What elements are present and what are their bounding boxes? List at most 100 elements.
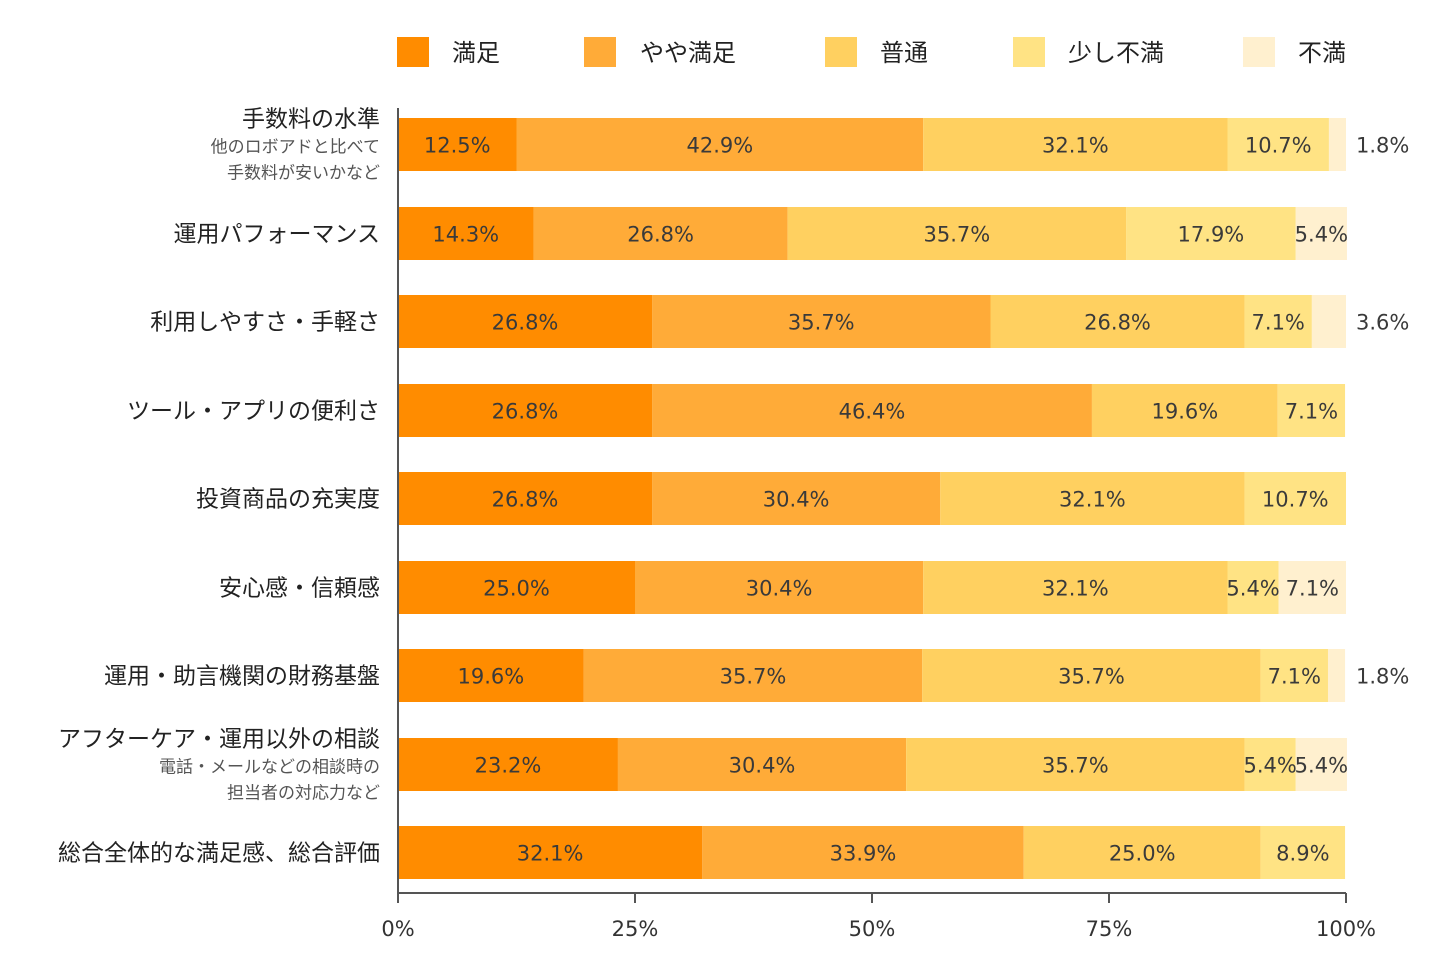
bar-segment-r7-s1 <box>617 738 907 791</box>
bar-segment-r1-s4 <box>1295 207 1347 260</box>
value-label-r4-s3: 10.7% <box>1262 488 1329 512</box>
category-label-2: 利用しやすさ・手軽さ <box>150 310 380 336</box>
value-label-r5-s1: 30.4% <box>746 577 813 601</box>
value-label-r1-s2: 35.7% <box>923 223 990 247</box>
value-label-r4-s2: 32.1% <box>1059 488 1126 512</box>
bar-segment-r7-s0 <box>398 738 618 791</box>
value-label-r0-s0: 12.5% <box>424 134 491 158</box>
bar-segment-r5-s1 <box>635 561 924 614</box>
value-label-r0-s2: 32.1% <box>1042 134 1109 158</box>
bar-segment-r4-s1 <box>652 472 941 525</box>
x-tick-label-3: 75% <box>1086 917 1133 941</box>
bar-segment-r1-s2 <box>787 207 1127 260</box>
value-label-r7-s1: 30.4% <box>729 754 796 778</box>
category-label-1: 運用パフォーマンス <box>173 222 380 248</box>
category-label-7: アフターケア・運用以外の相談 <box>58 727 380 753</box>
value-label-r0-s4: 1.8% <box>1356 134 1409 158</box>
bar-segment-r8-s0 <box>398 826 703 879</box>
bar-segment-r2-s0 <box>398 295 653 348</box>
legend-swatch-1 <box>584 37 616 67</box>
x-tick-label-0: 0% <box>381 917 414 941</box>
category-labels: 手数料の水準他のロボアドと比べて手数料が安いかなど運用パフォーマンス利用しやすさ… <box>58 107 380 867</box>
legend: 満足 やや満足 普通 少し不満 不満 <box>397 37 1346 67</box>
x-tick-label-4: 100% <box>1316 917 1376 941</box>
value-label-r0-s3: 10.7% <box>1245 134 1312 158</box>
value-label-r6-s1: 35.7% <box>720 665 787 689</box>
value-label-r3-s0: 26.8% <box>492 400 559 424</box>
bar-segment-r4-s3 <box>1244 472 1346 525</box>
bar-segment-r0-s2 <box>923 118 1228 171</box>
bar-segment-r6-s4 <box>1327 649 1346 702</box>
value-label-r5-s4: 7.1% <box>1286 577 1339 601</box>
bar-segment-r0-s3 <box>1227 118 1329 171</box>
bar-segment-r6-s0 <box>398 649 584 702</box>
value-label-r5-s3: 5.4% <box>1226 577 1279 601</box>
x-tick-label-1: 25% <box>612 917 659 941</box>
legend-label-1: やや満足 <box>640 39 736 67</box>
bar-segment-r7-s3 <box>1244 738 1296 791</box>
legend-label-2: 普通 <box>880 39 928 67</box>
bar-segment-r4-s0 <box>398 472 653 525</box>
bar-segment-r8-s1 <box>702 826 1024 879</box>
bars: 12.5% 42.9% 32.1% 10.7% 1.8% 14.3% 26.8% 35.7% 1… <box>398 118 1409 879</box>
value-label-r8-s3: 8.9% <box>1276 842 1329 866</box>
value-label-r6-s4: 1.8% <box>1356 665 1409 689</box>
category-label-6: 運用・助言機関の財務基盤 <box>104 664 380 690</box>
bar-segment-r5-s3 <box>1227 561 1279 614</box>
value-label-r3-s1: 46.4% <box>839 400 906 424</box>
bar-segment-r3-s2 <box>1091 384 1278 437</box>
bar-segment-r1-s0 <box>398 207 534 260</box>
value-label-r8-s1: 33.9% <box>830 842 897 866</box>
value-label-r4-s0: 26.8% <box>492 488 559 512</box>
category-label-8: 総合全体的な満足感、総合評価 <box>58 841 380 867</box>
value-label-r1-s1: 26.8% <box>627 223 694 247</box>
bar-segment-r3-s1 <box>652 384 1092 437</box>
value-label-r6-s0: 19.6% <box>458 665 525 689</box>
legend-label-4: 不満 <box>1298 39 1346 67</box>
bar-segment-r1-s3 <box>1126 207 1296 260</box>
value-label-r2-s1: 35.7% <box>788 311 855 335</box>
value-label-r3-s2: 19.6% <box>1151 400 1218 424</box>
legend-swatch-3 <box>1013 37 1045 67</box>
bar-segment-r7-s4 <box>1295 738 1347 791</box>
bar-segment-r5-s4 <box>1278 561 1346 614</box>
x-tick-label-2: 50% <box>849 917 896 941</box>
value-label-r2-s2: 26.8% <box>1084 311 1151 335</box>
legend-label-3: 少し不満 <box>1068 39 1164 67</box>
bar-segment-r7-s2 <box>906 738 1245 791</box>
bar-segment-r6-s3 <box>1260 649 1328 702</box>
value-label-r6-s3: 7.1% <box>1268 665 1321 689</box>
legend-swatch-0 <box>397 37 429 67</box>
value-label-r7-s3: 5.4% <box>1243 754 1296 778</box>
category-label-4: 投資商品の充実度 <box>196 487 380 513</box>
legend-label-0: 満足 <box>452 39 500 67</box>
category-label-0: 手数料の水準 <box>242 107 380 133</box>
bar-segment-r3-s3 <box>1277 384 1346 437</box>
value-label-r8-s2: 25.0% <box>1109 842 1176 866</box>
bar-segment-r0-s0 <box>398 118 517 171</box>
legend-swatch-2 <box>825 37 857 67</box>
bar-segment-r3-s0 <box>398 384 653 437</box>
category-label-3: ツール・アプリの便利さ <box>127 399 380 425</box>
bar-segment-r6-s2 <box>922 649 1261 702</box>
bar-segment-r2-s2 <box>990 295 1245 348</box>
value-label-r7-s4: 5.4% <box>1295 754 1348 778</box>
bar-segment-r0-s4 <box>1328 118 1346 171</box>
category-label-5: 安心感・信頼感 <box>219 576 380 602</box>
bar-segment-r4-s2 <box>940 472 1245 525</box>
bar-segment-r2-s4 <box>1311 295 1346 348</box>
bar-segment-r8-s2 <box>1023 826 1261 879</box>
value-label-r1-s3: 17.9% <box>1178 223 1245 247</box>
value-label-r4-s1: 30.4% <box>763 488 830 512</box>
legend-swatch-4 <box>1243 37 1275 67</box>
bar-segment-r0-s1 <box>516 118 924 171</box>
bar-segment-r2-s1 <box>652 295 991 348</box>
value-label-r5-s2: 32.1% <box>1042 577 1109 601</box>
category-sublabel-0-1: 手数料が安いかなど <box>227 164 380 184</box>
bar-segment-r8-s3 <box>1260 826 1346 879</box>
category-sublabel-7-0: 電話・メールなどの相談時の <box>159 758 380 778</box>
value-label-r3-s3: 7.1% <box>1285 400 1338 424</box>
value-label-r6-s2: 35.7% <box>1058 665 1125 689</box>
value-label-r7-s0: 23.2% <box>475 754 542 778</box>
